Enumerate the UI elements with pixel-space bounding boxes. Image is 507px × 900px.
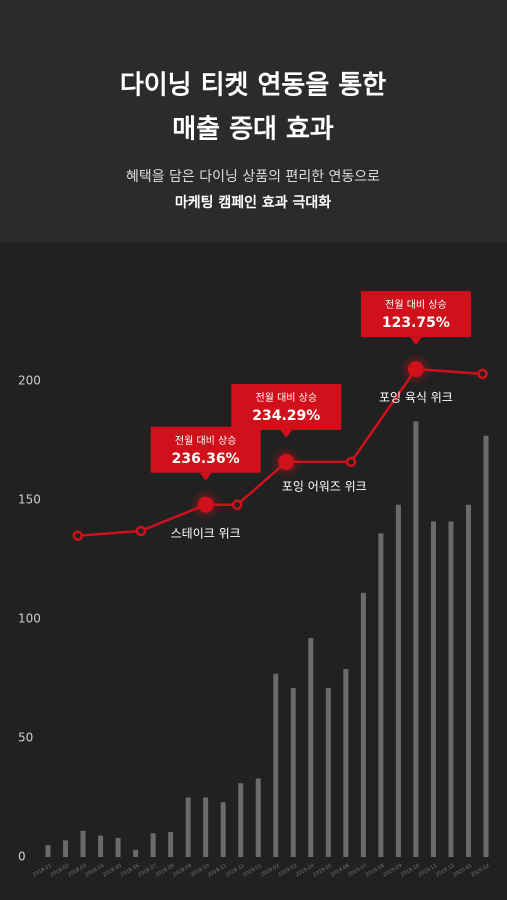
callout-title: 전월 대비 상승 (385, 299, 447, 311)
bar (45, 845, 51, 857)
callout-value: 123.75% (382, 315, 450, 331)
bar (185, 797, 191, 857)
highlight-point (197, 496, 214, 513)
line-point (72, 530, 84, 541)
y-tick-label: 100 (18, 612, 41, 626)
header-bg (0, 0, 507, 243)
callout-value: 234.29% (252, 408, 320, 424)
bar (98, 835, 104, 857)
callout-title: 전월 대비 상승 (175, 435, 237, 447)
bar (483, 435, 489, 857)
y-tick-label: 200 (18, 374, 41, 388)
line (77, 367, 483, 537)
bar (465, 504, 471, 857)
bar (290, 688, 296, 857)
line-point (477, 368, 488, 380)
bar (63, 840, 69, 857)
line-point (135, 525, 147, 537)
bar (308, 638, 314, 857)
bar (430, 521, 436, 857)
line-point (345, 456, 357, 468)
bar (168, 832, 174, 857)
callout-value: 236.36% (172, 451, 240, 467)
bar (220, 802, 226, 857)
bar (150, 833, 156, 857)
y-tick-label: 0 (18, 850, 26, 864)
subtitle: 마케팅 캠페인 효과 극대화 (175, 194, 331, 211)
callout-pointer (409, 337, 422, 346)
highlight-point (407, 361, 424, 378)
bar (80, 830, 86, 857)
bar (115, 837, 121, 857)
subtitle: 혜택을 담은 다이닝 상품의 편리한 연동으로 (126, 169, 380, 185)
y-tick-label: 150 (18, 493, 41, 507)
bar (273, 673, 279, 857)
highlight-point (278, 453, 295, 470)
callout-pointer (199, 472, 212, 481)
bar (360, 592, 366, 857)
bar (378, 533, 384, 857)
bar (255, 778, 261, 857)
bar (343, 668, 349, 857)
bar (203, 797, 209, 857)
event-label: 스테이크 위크 (171, 526, 241, 540)
callout (360, 291, 471, 338)
callout-pointer (280, 429, 293, 438)
bar (395, 504, 401, 857)
bar (238, 783, 244, 857)
callout-title: 전월 대비 상승 (255, 392, 317, 404)
event-label: 포잉 어워즈 위크 (282, 479, 367, 493)
title: 매출 증대 효과 (172, 115, 334, 145)
callout (231, 383, 342, 430)
y-tick-label: 50 (18, 731, 33, 745)
bar (325, 688, 331, 857)
callout (150, 426, 261, 473)
event-label: 포잉 육식 위크 (379, 391, 453, 405)
bar (448, 521, 454, 857)
bar (133, 849, 139, 857)
chart-bg (0, 243, 507, 900)
title: 다이닝 티켓 연동을 통한 (120, 71, 386, 101)
line-point (231, 499, 243, 511)
bar (413, 421, 419, 857)
